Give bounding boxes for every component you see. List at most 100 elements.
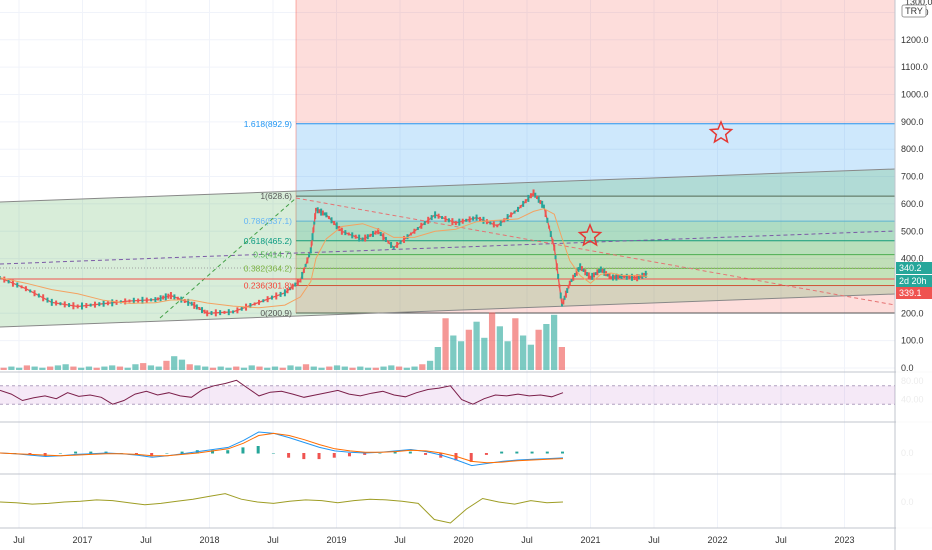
candle (558, 284, 561, 288)
volume-bar (465, 329, 472, 370)
candle (291, 283, 294, 290)
volume-bar (256, 366, 263, 370)
candle (620, 273, 623, 279)
volume-bar (85, 366, 93, 370)
volume-bar (519, 335, 527, 370)
macd-histogram-bar (469, 453, 473, 462)
candle (320, 208, 323, 216)
volume-bar (101, 366, 108, 370)
candle (441, 216, 444, 220)
candle (517, 206, 519, 212)
price-tick: 400.0 (901, 254, 924, 264)
candle (577, 267, 580, 273)
candle (316, 207, 319, 214)
volume-bar (481, 337, 488, 370)
candle (198, 307, 201, 311)
candle (617, 274, 620, 280)
candle (156, 297, 159, 301)
macd-histogram-bar (287, 453, 291, 458)
volume-bar (512, 318, 519, 370)
candle (599, 266, 602, 273)
fib-zone (296, 268, 895, 286)
fib-label: 1.618(892.9) (244, 119, 292, 129)
candle (589, 275, 592, 280)
candle (592, 272, 595, 278)
volume-bar (357, 366, 364, 370)
volume-bar (132, 364, 139, 370)
candle (399, 240, 402, 245)
candle (601, 268, 604, 273)
macd-histogram-bar (332, 453, 336, 458)
macd-histogram-bar (150, 453, 154, 457)
trend-line-down (295, 197, 896, 306)
candle (193, 301, 196, 309)
candle (296, 279, 299, 287)
volume-bar (302, 364, 310, 370)
candle (128, 299, 131, 303)
fib-label: 1(628.6) (260, 191, 292, 201)
candle (314, 213, 317, 220)
candle (603, 268, 606, 276)
candle (249, 303, 252, 309)
trend-channel (0, 168, 896, 328)
macd-histogram-bar (393, 451, 397, 454)
price-axis[interactable]: 1300.0 1200.0 1100.0 1000.0 900.0 800.0 700.0 6… (896, 0, 932, 550)
candle (568, 280, 571, 286)
macd-histogram-bar (424, 453, 428, 455)
channel-lower (0, 293, 896, 328)
volume-bar (372, 367, 379, 370)
candle (382, 233, 385, 241)
candle (16, 282, 19, 288)
volume-bar (155, 366, 162, 370)
candle (633, 275, 636, 281)
candle (275, 292, 278, 300)
candle (416, 227, 419, 231)
time-tick: 2019 (326, 535, 346, 545)
candle (203, 309, 206, 314)
candle (313, 221, 316, 225)
candle (575, 268, 578, 276)
fib-label: 0.618(465.2) (244, 236, 292, 246)
time-tick: Jul (775, 535, 787, 545)
time-tick: 2022 (707, 535, 727, 545)
candle (539, 200, 542, 205)
candle (430, 215, 433, 221)
candle (584, 269, 587, 276)
candle (318, 209, 321, 214)
volume-bar (558, 347, 565, 370)
volume-bar (217, 366, 224, 370)
candle (559, 292, 562, 299)
macd-line (0, 431, 564, 467)
candle (379, 231, 382, 236)
candle (59, 302, 62, 306)
candle (570, 278, 573, 282)
candle (606, 273, 609, 277)
candle (628, 275, 631, 280)
level-badge-bg (896, 287, 932, 299)
candle (563, 295, 566, 300)
volume-bar (78, 367, 85, 370)
candle (573, 273, 576, 278)
candle (535, 196, 538, 200)
volume-bar (225, 367, 232, 370)
candle (173, 294, 176, 300)
fib-label: 0.236(301.8) (244, 280, 292, 290)
price-tick: 100.0 (901, 336, 924, 346)
candle (549, 230, 552, 237)
candle (364, 234, 367, 242)
fib-label: 0(200.9) (260, 308, 292, 318)
macd-histogram-bar (347, 453, 351, 457)
candle (124, 298, 127, 305)
volume-bar (457, 341, 465, 370)
candle (396, 241, 399, 248)
candle (377, 228, 380, 235)
macd-histogram-bar (484, 453, 488, 455)
time-axis[interactable]: Jul 2017 Jul 2018 Jul 2019 Jul 2020 Jul 2021 Jul 20… (13, 535, 854, 545)
candle (289, 287, 292, 291)
volume-bar (8, 366, 15, 370)
macd-histogram-bar (500, 451, 504, 454)
volume-bar (535, 329, 542, 370)
candle (572, 274, 575, 281)
